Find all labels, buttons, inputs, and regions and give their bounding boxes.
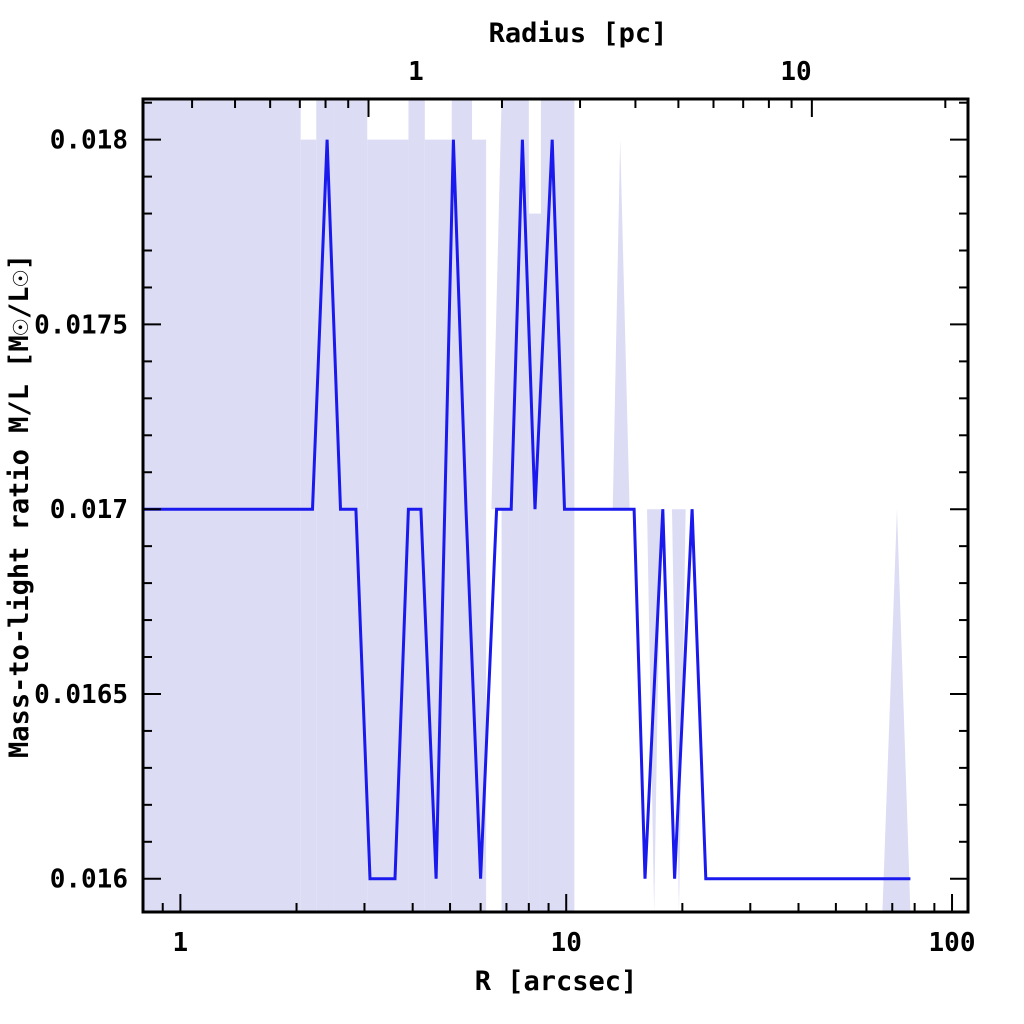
tick-labels: 1 10 100 0.016 0.0165 0.017 0.0175 0.018 1 10 (34, 57, 975, 958)
y-tick-label: 0.018 (50, 126, 128, 156)
y-tick-label: 0.0175 (34, 310, 128, 340)
band-spike (358, 509, 383, 839)
y-tick-label: 0.017 (50, 495, 128, 525)
y-tick-label: 0.016 (50, 865, 128, 895)
band-rect (451, 99, 473, 912)
x-axis-title: R [arcsec] (475, 966, 638, 997)
y-tick-label: 0.0165 (34, 680, 128, 710)
x-tick-label: 10 (551, 928, 582, 958)
band-rect (143, 99, 301, 912)
band-spike (671, 509, 686, 912)
axis-ticks (142, 99, 968, 912)
x-tick-label: 1 (173, 928, 189, 958)
plot-frame (141, 97, 970, 914)
series-line (143, 139, 911, 881)
error-band (143, 99, 911, 913)
band-spike (882, 509, 911, 912)
band-spike (612, 139, 630, 510)
band-rect (540, 99, 575, 912)
top-tick-label: 1 (408, 57, 424, 87)
band-rect (528, 213, 541, 913)
y-axis-title: Mass-to-light ratio M/L [M☉/L☉] (4, 254, 35, 758)
top-axis-title: Radius [pc] (489, 18, 668, 49)
band-spike (491, 99, 507, 510)
band-rect (300, 139, 317, 912)
x-tick-label: 100 (929, 928, 976, 958)
top-tick-label: 10 (780, 57, 811, 87)
band-rect (408, 99, 425, 912)
